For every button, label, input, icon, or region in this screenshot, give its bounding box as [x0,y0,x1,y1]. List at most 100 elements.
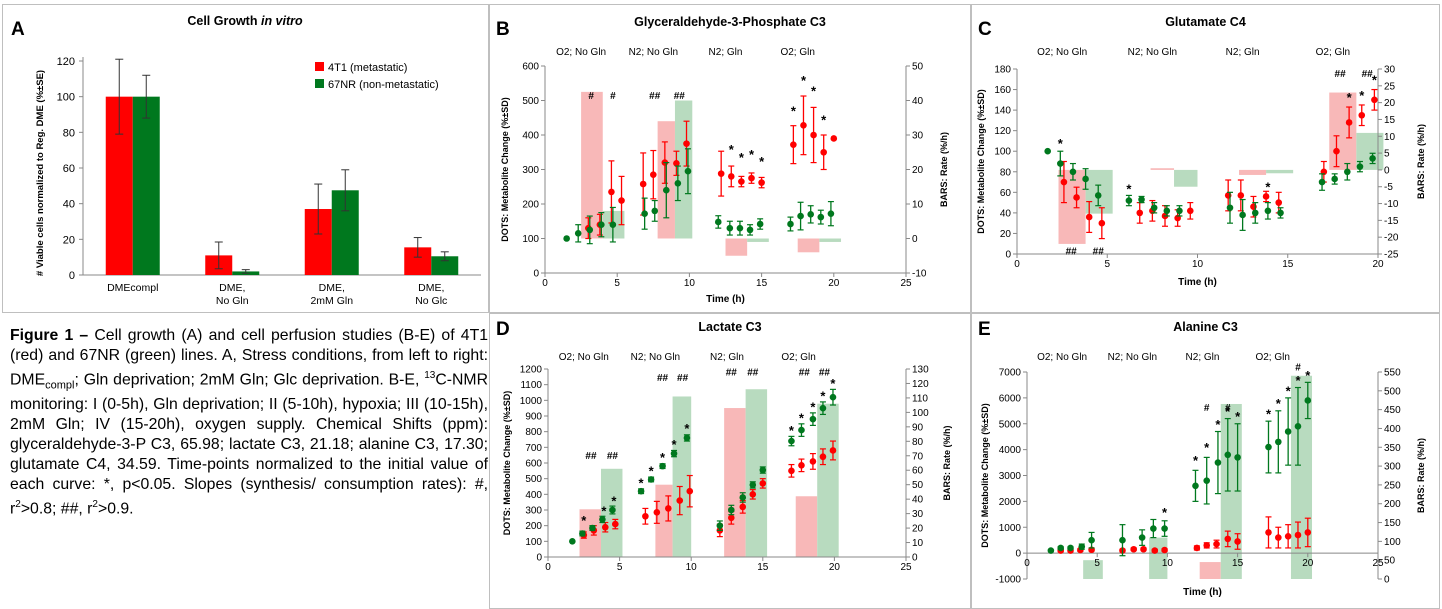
rate-bar [1290,375,1313,579]
y-tick-label: 0 [69,270,75,282]
y-tick-label: 600 [522,62,539,73]
rate-bar [1266,169,1294,174]
chart-b: O2; No Gln N2; No Gln N2; Gln O2; Gln010020… [500,47,949,305]
x-tick-label: 25 [1372,558,1384,569]
rate-bar [674,100,693,239]
y2-tick-label: 500 [1384,386,1401,397]
y-tick-label: 1000 [520,396,543,407]
y-tick-label: 400 [522,131,539,142]
green-data-point [662,186,670,194]
green-data-point [1125,197,1133,204]
green-data-point [569,538,576,545]
red-data-point [717,170,725,177]
significance-mark: * [739,150,745,165]
significance-mark: * [1235,409,1241,424]
condition-label: N2; Gln [1186,352,1220,363]
significance-mark: # [1225,403,1231,414]
legend-label: 67NR (non-metastatic) [328,79,439,91]
y-tick-label: 100 [57,92,75,104]
panel-e: E Alanine C3 O2; No Gln N2; No Gln N2; Gln… [971,313,1440,609]
condition-label: N2; No Gln [629,47,678,58]
y-tick-label: 6000 [999,393,1022,404]
red-data-point [738,178,745,185]
x-axis-label: Time (h) [1183,587,1222,598]
caption-sup-13: 13 [424,370,436,381]
y2-tick-label: 90 [912,422,924,433]
panel-a: A Cell Growth in vitro 0 20 40 60 80 100 120 # V… [2,4,489,313]
red-data-point [1060,178,1068,186]
chart-title-a: Cell Growth in vitro [187,14,303,28]
y-tick-label: 20 [1000,229,1012,240]
condition-label: O2; No Gln [559,352,609,363]
red-data-point [642,512,649,520]
rate-bar [579,509,601,557]
red-data-point [727,514,735,522]
significance-mark: * [1359,88,1365,103]
green-data-point [599,516,606,523]
green-data-point [1150,204,1158,212]
y2-tick-label: 350 [1384,443,1401,454]
significance-mark: ## [657,373,669,384]
significance-mark: * [799,410,805,425]
bar [132,96,160,276]
x-tick-label: 20 [1302,558,1314,569]
y-tick-label: 80 [1000,167,1012,178]
rate-bar [1199,562,1221,579]
x-tick-label: 0 [542,278,548,289]
y-tick-label: 500 [525,474,542,485]
red-data-point [1237,192,1245,199]
red-data-point [1213,540,1220,548]
y2-tick-label: -5 [1384,182,1393,193]
y2-tick-label: -10 [1384,199,1399,210]
y2-tick-label: 0 [1384,165,1390,176]
red-data-point [1294,531,1302,539]
x-tick-label: 0 [1024,558,1030,569]
panel-d: D Lactate C3 O2; No Gln N2; No Gln N2; Gln… [489,313,971,609]
green-data-point [807,211,814,218]
y-tick-label: 7000 [999,368,1022,379]
y-tick-label: 5000 [999,419,1022,430]
significance-mark: * [1225,404,1231,419]
significance-mark: * [1347,90,1353,105]
x-tick-label: 0 [1014,259,1020,270]
chart-title-b: Glyceraldehyde-3-Phosphate C3 [634,15,826,29]
y2-tick-label: 70 [912,451,924,462]
caption-sub-compl: compl [45,379,75,392]
category-label: DME, [319,282,345,294]
green-data-point [1163,207,1171,215]
caption-text-5: >0.9. [97,500,134,518]
significance-mark: ## [1362,69,1374,80]
y2-tick-label: 100 [1384,537,1401,548]
y2-tick-label: 60 [912,466,924,477]
x-tick-label: 25 [900,562,912,573]
x-tick-label: 5 [1104,259,1110,270]
green-data-point [589,524,596,532]
green-data-point [829,393,837,401]
y2-tick-label: 450 [1384,405,1401,416]
red-data-point [1136,209,1144,217]
y2-tick-label: 30 [1384,65,1396,76]
significance-mark: * [1162,505,1168,520]
significance-mark: * [1266,407,1272,422]
condition-label: N2; No Gln [1108,352,1157,363]
x-tick-label: 5 [614,278,620,289]
caption-text-4: >0.8; ##, r [20,500,93,518]
y2-tick-label: 110 [912,393,928,404]
rate-bar [1174,169,1198,187]
significance-mark: ## [585,451,597,462]
y2-tick-label: 300 [1384,462,1401,473]
significance-mark: * [821,113,827,128]
green-data-point [683,434,691,442]
red-data-point [1262,193,1270,200]
y-tick-label: -1000 [995,575,1021,586]
condition-label: O2; Gln [1255,352,1289,363]
green-data-point [1047,547,1055,554]
rate-bar [745,389,768,557]
significance-mark: * [830,376,836,391]
y-tick-label: 1100 [520,380,542,391]
green-data-point [1318,178,1326,186]
green-data-point [714,218,722,226]
y2-tick-label: 10 [912,200,924,211]
significance-mark: * [810,399,816,414]
significance-mark: * [749,147,755,162]
